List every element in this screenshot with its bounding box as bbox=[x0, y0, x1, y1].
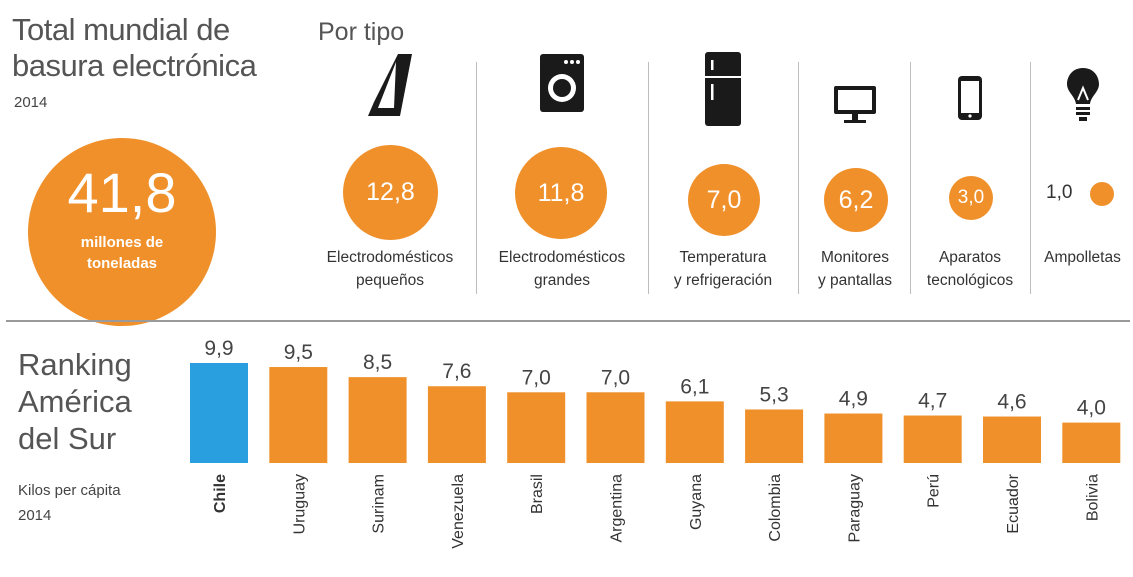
main-title: Total mundial de basura electrónica bbox=[12, 12, 257, 84]
category-label: Paraguay bbox=[846, 474, 863, 543]
type-item: 11,8 Electrodomésticos grandes bbox=[478, 50, 646, 300]
bar-0 bbox=[190, 363, 248, 463]
type-item: 1,0 Ampolletas bbox=[1032, 50, 1133, 300]
type-label-line2: pequeños bbox=[355, 272, 425, 289]
bar-value-label: 9,5 bbox=[284, 341, 313, 364]
category-label: Surinam bbox=[371, 474, 388, 534]
total-unit-line2: toneladas bbox=[86, 255, 158, 272]
type-value: 7,0 bbox=[688, 164, 760, 236]
main-title-line1: Total mundial de bbox=[12, 12, 230, 47]
bar-3 bbox=[427, 386, 486, 463]
bar-value-label: 4,0 bbox=[1077, 397, 1106, 420]
type-label: Temperatura y refrigeración bbox=[650, 246, 796, 292]
ranking-subtitle: Kilos per cápita 2014 bbox=[18, 478, 121, 528]
category-label: Argentina bbox=[609, 474, 626, 543]
bar-10 bbox=[983, 416, 1041, 463]
type-label: Aparatos tecnológicos bbox=[912, 246, 1028, 292]
bar-value-label: 7,0 bbox=[601, 366, 630, 389]
type-label: Electrodomésticos grandes bbox=[478, 246, 646, 292]
type-label-line1: Monitores bbox=[820, 249, 890, 266]
bar-4 bbox=[507, 392, 566, 463]
bar-11 bbox=[1062, 422, 1121, 463]
bar-value-label: 4,9 bbox=[839, 388, 868, 411]
category-label: Perú bbox=[926, 474, 943, 508]
refrigerator-icon bbox=[650, 50, 796, 130]
washing-machine-icon bbox=[478, 50, 646, 130]
ranking-year: 2014 bbox=[18, 507, 52, 524]
main-title-line2: basura electrónica bbox=[12, 48, 257, 83]
type-value: 12,8 bbox=[343, 145, 438, 240]
bar-6 bbox=[665, 401, 724, 463]
column-divider bbox=[1030, 62, 1031, 294]
monitor-icon bbox=[800, 50, 910, 130]
category-label: Chile bbox=[212, 474, 229, 513]
type-item: 7,0 Temperatura y refrigeración bbox=[650, 50, 796, 300]
type-label: Electrodomésticos pequeños bbox=[305, 246, 475, 292]
bar-value-label: 6,1 bbox=[680, 375, 709, 398]
bar-5 bbox=[586, 392, 645, 463]
bar-value-label: 4,6 bbox=[997, 391, 1026, 414]
bar-2 bbox=[348, 377, 407, 463]
ranking-title-line2: América bbox=[18, 384, 132, 419]
type-item: 3,0 Aparatos tecnológicos bbox=[912, 50, 1028, 300]
category-label: Venezuela bbox=[450, 474, 467, 549]
ranking-title-line1: Ranking bbox=[18, 347, 132, 382]
bar-value-label: 8,5 bbox=[363, 351, 392, 374]
bar-value-label: 9,9 bbox=[204, 337, 233, 360]
total-value: 41,8 bbox=[67, 161, 177, 224]
category-label: Guyana bbox=[688, 474, 705, 530]
type-label-line1: Temperatura bbox=[679, 249, 767, 266]
light-bulb-icon bbox=[1032, 50, 1133, 130]
bar-value-label: 4,7 bbox=[918, 390, 947, 413]
type-value: 6,2 bbox=[824, 168, 888, 232]
column-divider bbox=[910, 62, 911, 294]
category-label: Bolivia bbox=[1084, 474, 1101, 521]
type-label-line2: grandes bbox=[533, 272, 590, 289]
type-label-line1: Aparatos bbox=[938, 249, 1002, 266]
category-label: Brasil bbox=[529, 474, 546, 514]
ranking-unit: Kilos per cápita bbox=[18, 482, 121, 499]
bar-value-label: 5,3 bbox=[759, 383, 788, 406]
type-label-line2: y refrigeración bbox=[673, 272, 773, 289]
total-unit: millones de toneladas bbox=[28, 232, 216, 274]
type-value: 3,0 bbox=[949, 176, 993, 220]
type-label-line1: Electrodomésticos bbox=[326, 249, 454, 266]
type-value: 11,8 bbox=[515, 147, 607, 239]
type-label: Ampolletas bbox=[1032, 246, 1133, 269]
bar-value-label: 7,6 bbox=[442, 360, 471, 383]
types-heading: Por tipo bbox=[318, 18, 405, 46]
type-label: Monitores y pantallas bbox=[800, 246, 910, 292]
total-unit-line1: millones de bbox=[80, 234, 164, 251]
type-label-line2: y pantallas bbox=[817, 272, 893, 289]
type-item: 12,8 Electrodomésticos pequeños bbox=[305, 50, 475, 300]
type-label-line1: Ampolletas bbox=[1044, 249, 1121, 266]
total-circle: 41,8 millones de toneladas bbox=[28, 138, 216, 326]
type-value: 1,0 bbox=[1046, 182, 1073, 203]
iron-icon bbox=[305, 50, 475, 130]
smartphone-icon bbox=[912, 50, 1028, 130]
category-label: Colombia bbox=[767, 474, 784, 542]
bar-value-label: 7,0 bbox=[522, 366, 551, 389]
column-divider bbox=[648, 62, 649, 294]
type-label-line1: Electrodomésticos bbox=[498, 249, 626, 266]
bar-9 bbox=[903, 415, 962, 463]
column-divider bbox=[798, 62, 799, 294]
ranking-title-line3: del Sur bbox=[18, 421, 117, 456]
bar-8 bbox=[824, 413, 883, 463]
category-label: Uruguay bbox=[291, 474, 308, 534]
type-label-line2: tecnológicos bbox=[926, 272, 1014, 289]
column-divider bbox=[476, 62, 477, 294]
type-item: 6,2 Monitores y pantallas bbox=[800, 50, 910, 300]
section-divider bbox=[6, 320, 1130, 322]
category-label: Ecuador bbox=[1005, 473, 1022, 533]
bar-7 bbox=[745, 409, 804, 463]
ranking-title: Ranking América del Sur bbox=[18, 346, 132, 457]
type-value-dot bbox=[1090, 182, 1114, 206]
total-year: 2014 bbox=[14, 94, 48, 111]
bar-1 bbox=[269, 367, 328, 463]
